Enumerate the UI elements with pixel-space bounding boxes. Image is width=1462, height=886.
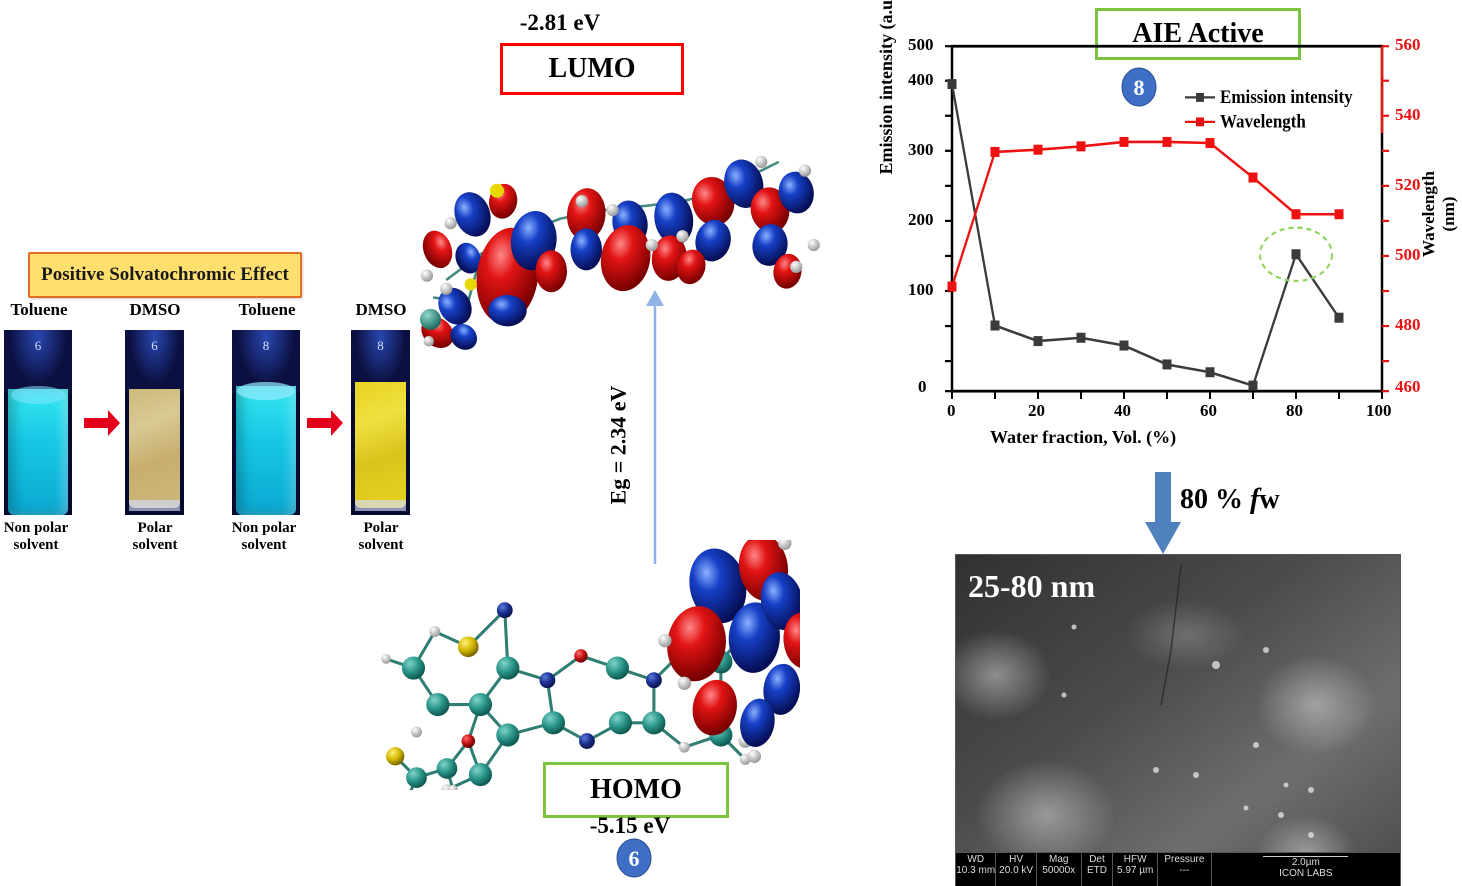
svg-text:Emission intensity: Emission intensity [1220, 86, 1353, 107]
svg-text:8: 8 [1134, 75, 1145, 100]
svg-text:Wavelength: Wavelength [1220, 111, 1306, 132]
svg-text:25-80 nm: 25-80 nm [968, 568, 1095, 604]
svg-text:6: 6 [629, 846, 640, 871]
